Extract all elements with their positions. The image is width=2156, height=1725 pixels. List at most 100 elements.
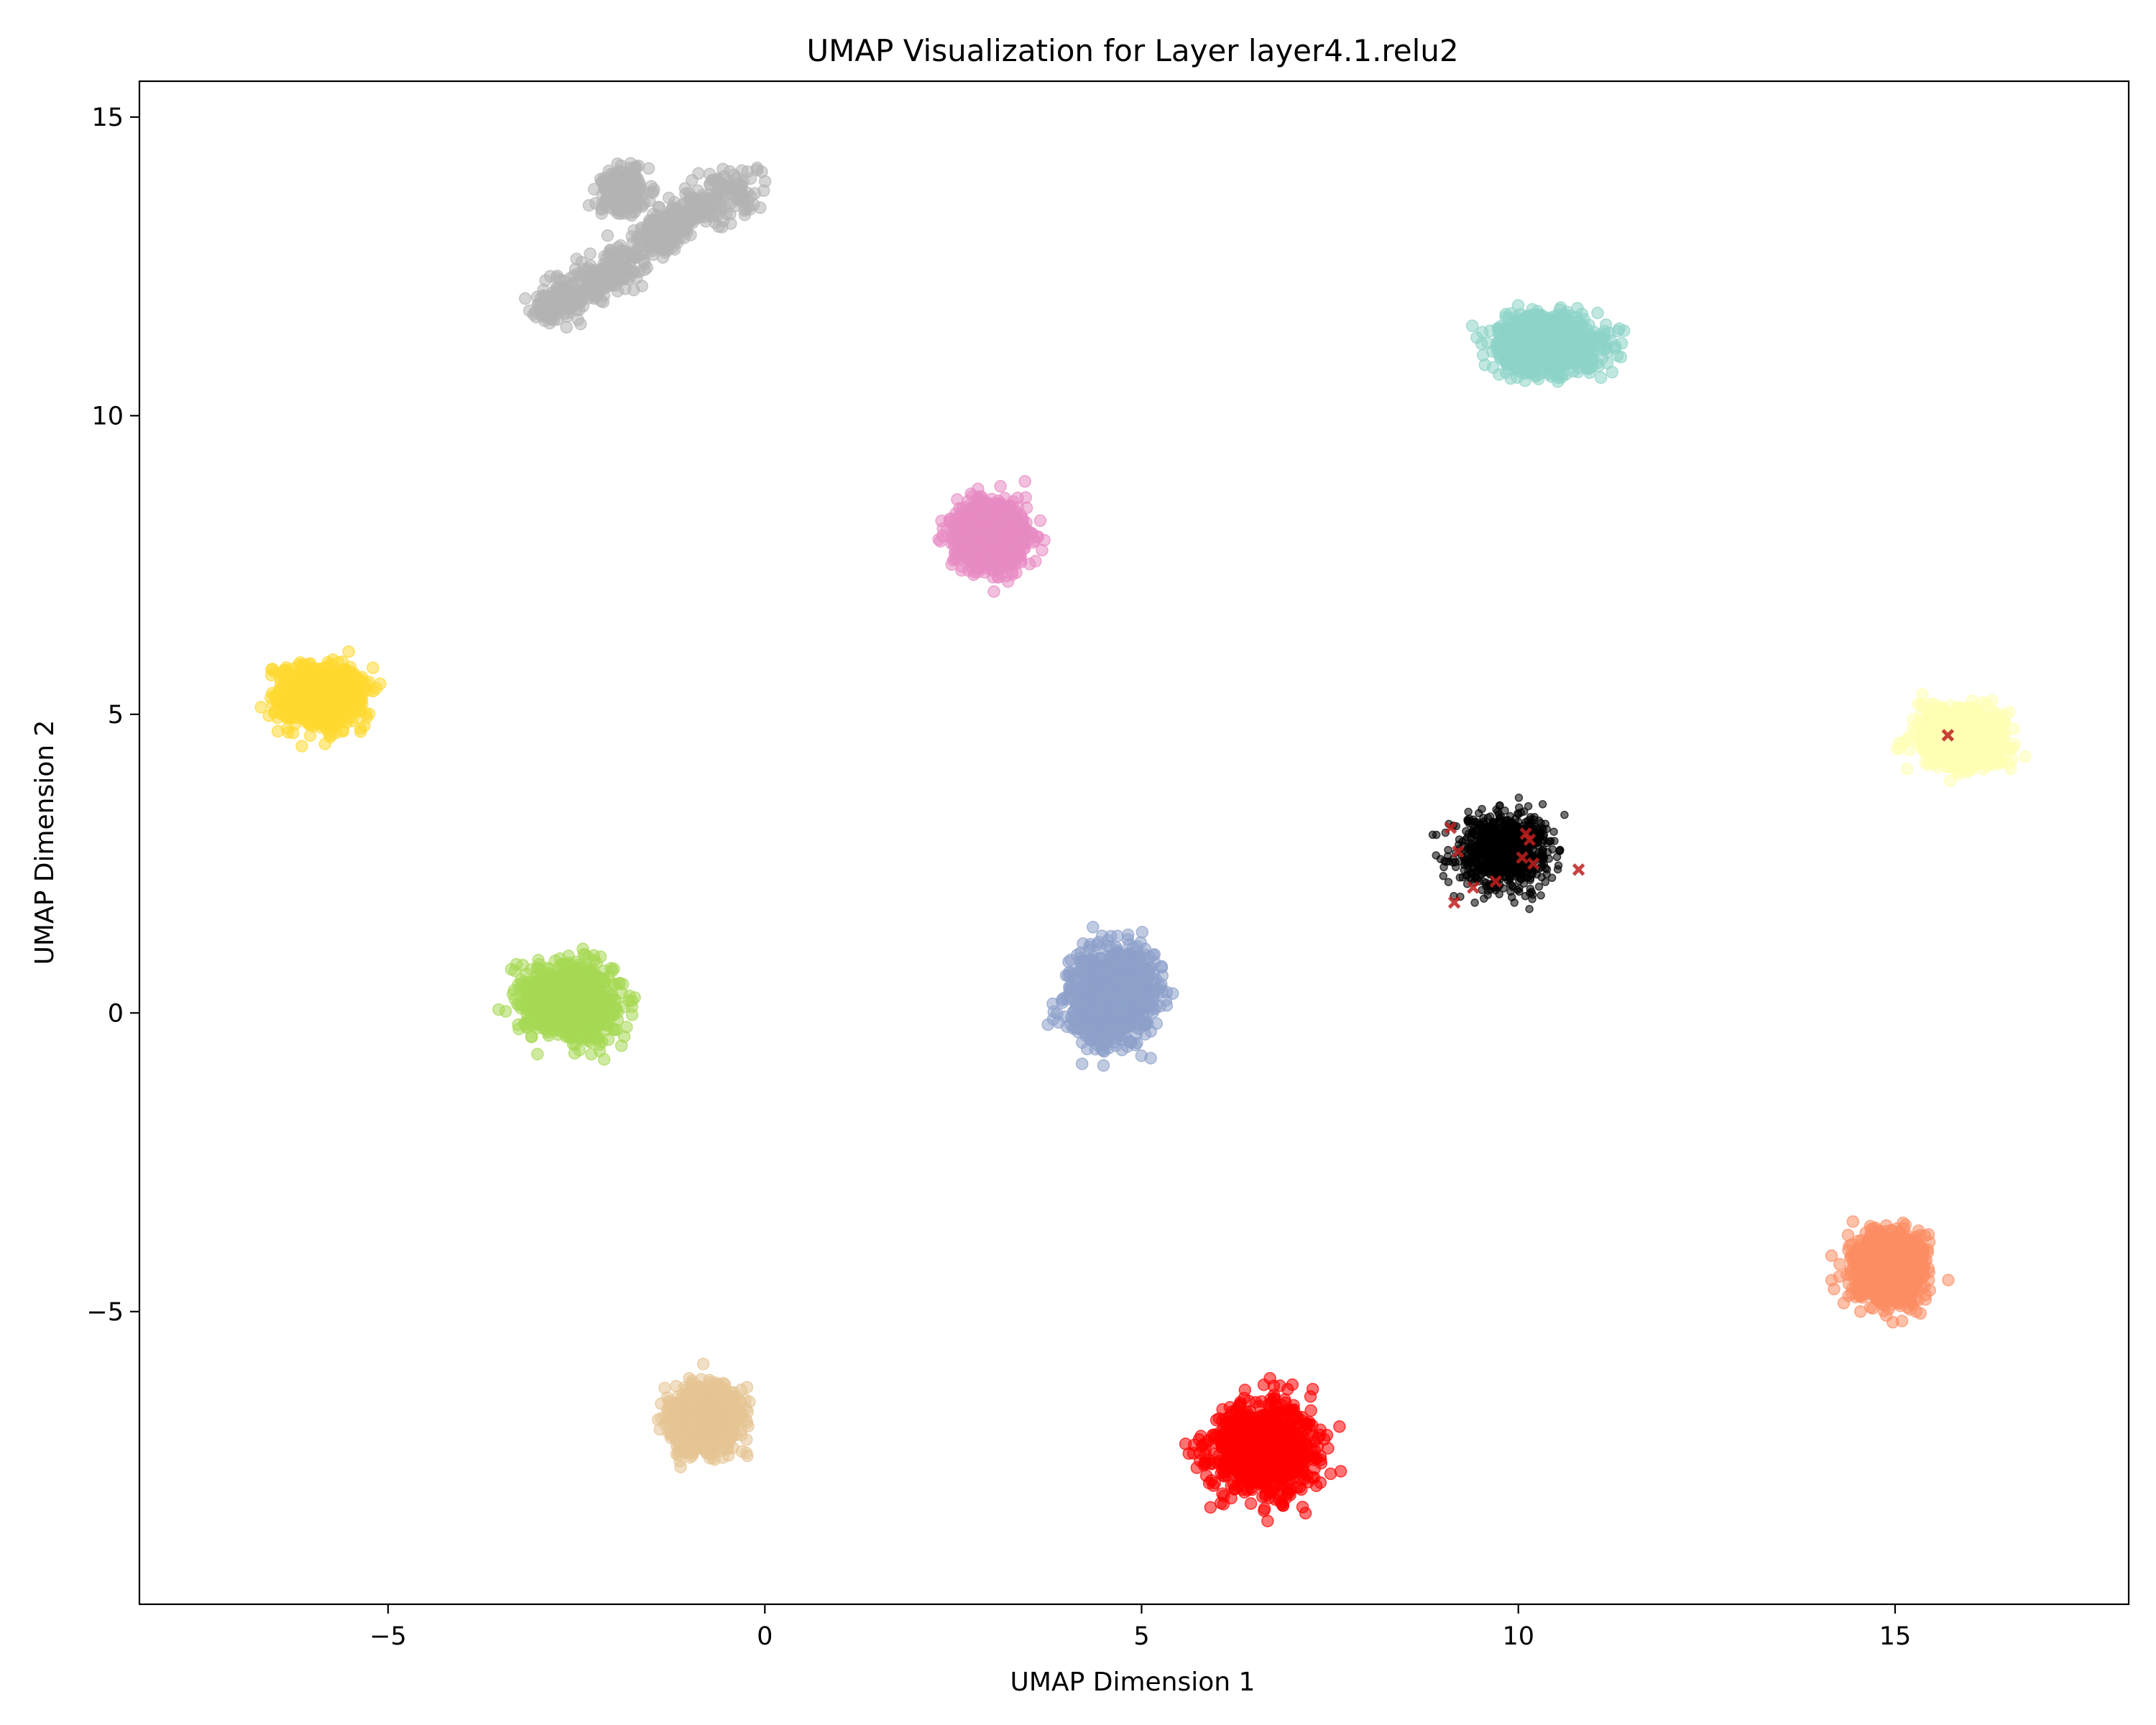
scatter-point bbox=[650, 242, 663, 254]
cluster-4 bbox=[1890, 688, 2032, 787]
chart-title: UMAP Visualization for Layer layer4.1.re… bbox=[806, 33, 1458, 68]
scatter-point bbox=[1525, 904, 1534, 914]
scatter-point bbox=[1439, 872, 1448, 880]
scatter-point bbox=[540, 306, 553, 320]
cluster-0 bbox=[519, 157, 772, 334]
scatter-point bbox=[598, 250, 611, 263]
scatter-point bbox=[317, 719, 330, 732]
scatter-point bbox=[962, 527, 975, 540]
scatter-point bbox=[994, 559, 1007, 572]
cluster-1 bbox=[1465, 299, 1631, 388]
scatter-point bbox=[1955, 713, 1969, 727]
scatter-point bbox=[994, 519, 1008, 533]
scatter-point bbox=[531, 298, 545, 311]
scatter-point bbox=[754, 201, 767, 214]
scatter-point bbox=[1020, 501, 1033, 515]
scatter-point bbox=[605, 193, 619, 206]
scatter-point bbox=[632, 265, 646, 278]
scatter-point bbox=[964, 487, 977, 500]
scatter-point bbox=[1961, 761, 1973, 775]
scatter-point bbox=[350, 688, 363, 702]
scatter-point bbox=[1520, 367, 1534, 380]
scatter-point bbox=[1010, 566, 1023, 579]
scatter-point bbox=[1901, 732, 1915, 746]
scatter-point bbox=[570, 252, 583, 266]
scatter-point bbox=[1618, 324, 1631, 337]
scatter-point bbox=[1968, 722, 1982, 735]
scatter-point bbox=[360, 711, 373, 724]
scatter-point bbox=[1504, 307, 1517, 321]
scatter-point bbox=[1915, 698, 1929, 711]
scatter-point bbox=[2004, 762, 2017, 776]
scatter-point bbox=[1533, 308, 1547, 322]
scatter-point bbox=[998, 532, 1010, 545]
scatter-point bbox=[578, 287, 591, 300]
scatter-point bbox=[1948, 751, 1961, 765]
scatter-point bbox=[581, 262, 595, 275]
scatter-point bbox=[295, 740, 308, 753]
scatter-point bbox=[686, 174, 699, 187]
scatter-point bbox=[1018, 475, 1031, 488]
scatter-points bbox=[254, 157, 2032, 1527]
scatter-point bbox=[724, 182, 737, 196]
scatter-point bbox=[682, 195, 696, 208]
cluster-2 bbox=[932, 475, 1051, 598]
scatter-point bbox=[553, 273, 567, 286]
scatter-point bbox=[297, 691, 310, 704]
scatter-point bbox=[1980, 759, 1994, 773]
scatter-point bbox=[294, 678, 307, 691]
scatter-point bbox=[1571, 302, 1584, 315]
scatter-point bbox=[608, 172, 622, 186]
scatter-point bbox=[1470, 331, 1483, 344]
scatter-point bbox=[665, 209, 678, 222]
scatter-point bbox=[625, 254, 638, 267]
scatter-point bbox=[694, 191, 707, 205]
scatter-point bbox=[588, 183, 601, 196]
scatter-point bbox=[1432, 851, 1440, 860]
scatter-point bbox=[709, 196, 722, 210]
scatter-point bbox=[1001, 575, 1015, 588]
scatter-point bbox=[635, 247, 648, 260]
scatter-point bbox=[334, 705, 348, 719]
scatter-point bbox=[1585, 335, 1598, 349]
scatter-point bbox=[335, 672, 349, 685]
scatter-point bbox=[1594, 371, 1608, 385]
scatter-point bbox=[627, 165, 641, 179]
scatter-point bbox=[645, 180, 658, 193]
scatter-point bbox=[1586, 353, 1599, 367]
scatter-point bbox=[735, 164, 749, 178]
scatter-point bbox=[1027, 535, 1040, 549]
scatter-point bbox=[1020, 516, 1033, 529]
scatter-point bbox=[985, 543, 998, 556]
scatter-point bbox=[994, 479, 1007, 493]
scatter-point bbox=[1005, 545, 1018, 558]
scatter-point bbox=[1519, 310, 1533, 323]
scatter-point bbox=[1493, 368, 1506, 381]
scatter-point bbox=[627, 283, 640, 297]
scatter-point bbox=[1596, 331, 1610, 344]
scatter-point bbox=[2007, 742, 2019, 755]
scatter-point bbox=[645, 219, 658, 233]
scatter-point bbox=[1557, 349, 1570, 362]
scatter-point bbox=[1531, 354, 1545, 367]
scatter-point bbox=[1521, 350, 1534, 364]
scatter-point bbox=[653, 201, 666, 214]
scatter-point bbox=[946, 535, 960, 548]
scatter-point bbox=[278, 676, 292, 689]
scatter-point bbox=[601, 229, 614, 242]
scatter-point bbox=[1976, 748, 1989, 761]
scatter-point bbox=[1560, 329, 1574, 343]
scatter-point bbox=[563, 306, 576, 319]
scatter-point bbox=[306, 664, 320, 678]
scatter-point bbox=[992, 497, 1005, 510]
scatter-point bbox=[1935, 709, 1948, 722]
scatter-point bbox=[945, 558, 959, 571]
scatter-point bbox=[1465, 319, 1479, 333]
scatter-point bbox=[740, 203, 752, 216]
scatter-point bbox=[1960, 750, 1973, 764]
cluster-3 bbox=[254, 645, 387, 753]
scatter-point bbox=[1514, 794, 1524, 802]
scatter-point bbox=[951, 493, 964, 506]
scatter-point bbox=[712, 220, 725, 234]
